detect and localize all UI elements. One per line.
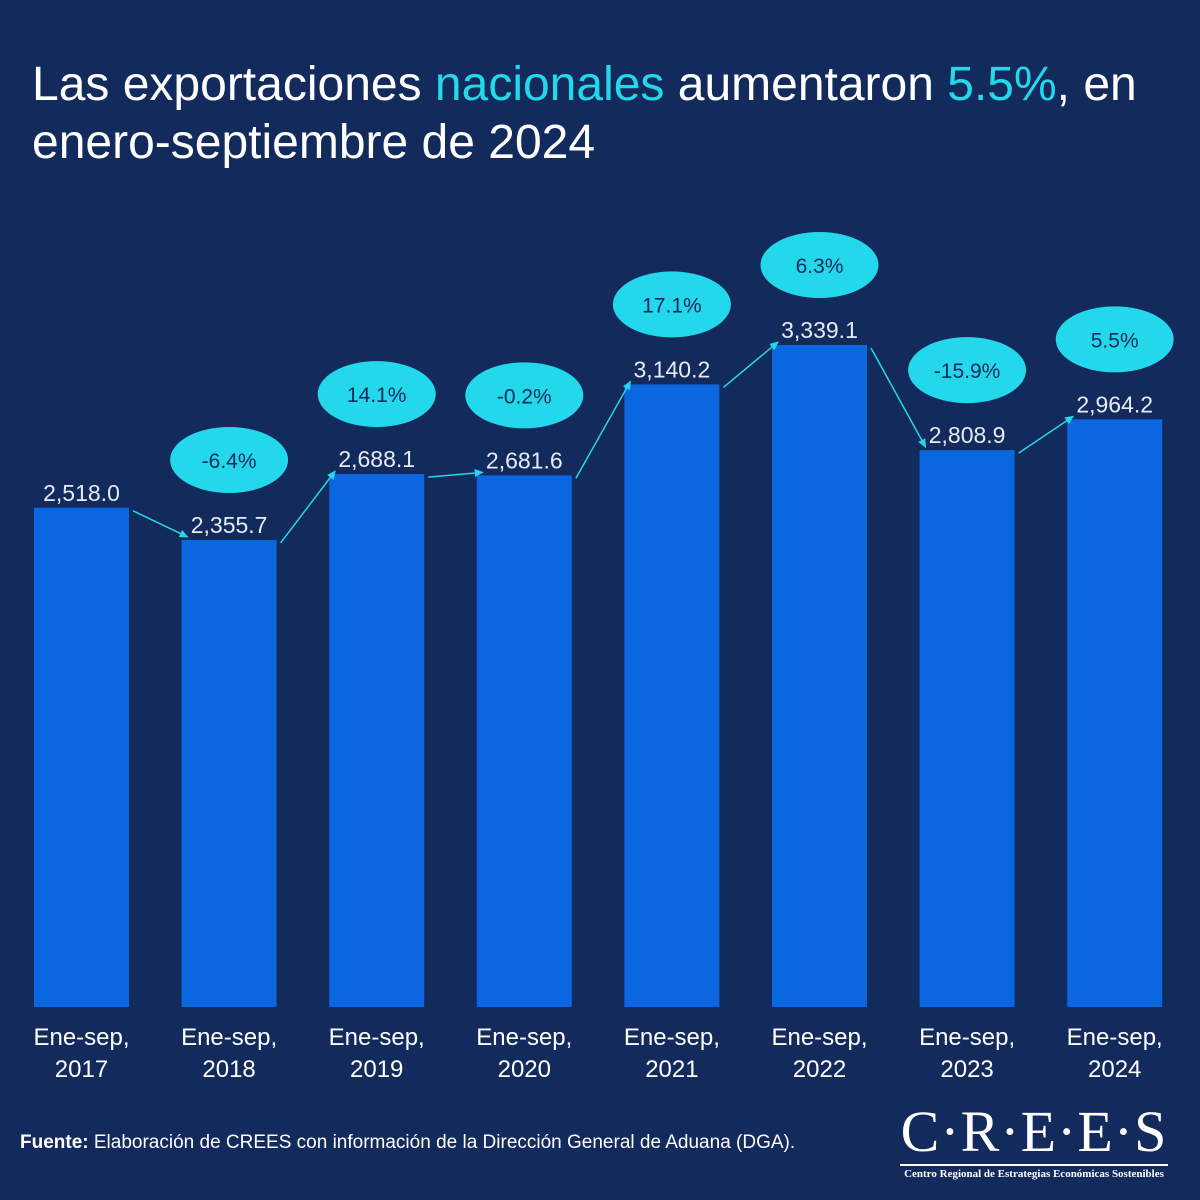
value-label-2019: 2,688.1 <box>338 446 415 472</box>
value-label-2023: 2,808.9 <box>929 422 1006 448</box>
value-label-2024: 2,964.2 <box>1076 391 1153 417</box>
bar-2024 <box>1067 419 1163 1008</box>
source-note: Fuente: Elaboración de CREES con informa… <box>20 1132 795 1154</box>
logo-divider <box>900 1164 1168 1166</box>
category-label-2018-line-1: Ene-sep, <box>181 1024 277 1051</box>
source-label: Fuente: <box>20 1132 89 1153</box>
category-label-2017-line-1: Ene-sep, <box>33 1024 129 1051</box>
growth-label-2024: 5.5% <box>1091 329 1139 352</box>
bar-2023 <box>919 450 1015 1008</box>
growth-arrow-2020 <box>428 469 484 478</box>
logo-wordmark: C·R·E·E·S <box>900 1099 1168 1164</box>
growth-bubble-2022 <box>760 232 879 298</box>
growth-label-2019: 14.1% <box>347 384 407 407</box>
growth-arrow-2023 <box>870 347 927 448</box>
category-label-2024-line-2: 2024 <box>1088 1056 1141 1083</box>
bar-2017 <box>34 507 129 1007</box>
bar-2018 <box>181 539 277 1007</box>
growth-label-2018: -6.4% <box>202 450 257 473</box>
title-part-3: , en enero-septiembre de 2024 <box>32 58 1137 169</box>
growth-bubbles-layer: -6.4% 14.1% -0.2% 17.1% 6.3% -15.9% 5.5% <box>170 232 1174 493</box>
growth-label-2023: -15.9% <box>934 360 1001 383</box>
category-label-2022-line-2: 2022 <box>793 1056 846 1083</box>
value-label-2018: 2,355.7 <box>191 512 268 538</box>
bar-2019 <box>329 474 425 1007</box>
growth-arrow-2021 <box>575 380 632 479</box>
value-label-2020: 2,681.6 <box>486 447 563 473</box>
category-label-2019-line-1: Ene-sep, <box>329 1024 425 1051</box>
growth-bubble-2023 <box>908 337 1027 404</box>
category-label-2017-line-2: 2017 <box>55 1056 108 1083</box>
value-labels-layer: 2,518.0 2,355.7 2,688.1 2,681.6 3,140.2 3,339… <box>43 317 1153 538</box>
category-label-2021-line-1: Ene-sep, <box>624 1024 720 1051</box>
growth-bubble-2020 <box>465 362 584 429</box>
category-label-2020-line-2: 2020 <box>498 1056 551 1083</box>
category-label-2022-line-1: Ene-sep, <box>771 1024 867 1051</box>
title-highlight-nacionales: nacionales <box>434 58 665 111</box>
growth-bubble-2024 <box>1055 306 1174 373</box>
category-label-2019-line-2: 2019 <box>350 1056 403 1083</box>
title-highlight-percent: 5.5% <box>947 58 1057 111</box>
value-label-2017: 2,518.0 <box>43 480 120 506</box>
bar-2022 <box>772 345 867 1007</box>
bars-layer <box>34 345 1163 1008</box>
growth-bubble-2019 <box>317 361 436 428</box>
category-label-2023-line-1: Ene-sep, <box>919 1024 1015 1051</box>
crees-logo: C·R·E·E·S Centro Regional de Estrategias… <box>900 1100 1190 1200</box>
value-label-2021: 3,140.2 <box>634 356 711 382</box>
source-text: Elaboración de CREES con información de … <box>88 1132 796 1153</box>
chart-title: Las exportaciones nacionales aumentaron … <box>32 56 1162 172</box>
growth-arrow-2024 <box>1018 415 1075 454</box>
bar-2021 <box>624 384 720 1007</box>
growth-bubble-2021 <box>612 271 731 338</box>
growth-arrow-2018 <box>132 510 189 538</box>
growth-label-2021: 17.1% <box>642 294 702 317</box>
title-part-2: aumentaron <box>664 58 948 111</box>
growth-arrows-layer <box>132 341 1075 544</box>
category-label-2023-line-2: 2023 <box>940 1056 993 1083</box>
growth-bubble-2018 <box>170 426 289 493</box>
category-label-2024-line-1: Ene-sep, <box>1067 1024 1163 1051</box>
category-labels-layer: Ene-sep, 2017 Ene-sep, 2018 Ene-sep, 2019 Ene-… <box>33 1024 1162 1083</box>
category-label-2021-line-2: 2021 <box>645 1056 698 1083</box>
bar-chart: -6.4% 14.1% -0.2% 17.1% 6.3% -15.9% 5.5% 2,518… <box>33 232 1174 1083</box>
logo-subtitle: Centro Regional de Estrategias Económica… <box>904 1168 1164 1180</box>
growth-arrow-2019 <box>280 470 336 544</box>
title-part-1: Las exportaciones <box>32 58 435 111</box>
category-label-2020-line-1: Ene-sep, <box>476 1024 572 1051</box>
growth-label-2022: 6.3% <box>796 255 844 278</box>
growth-label-2020: -0.2% <box>497 385 552 408</box>
bar-2020 <box>476 475 572 1007</box>
growth-arrow-2022 <box>722 341 779 389</box>
value-label-2022: 3,339.1 <box>781 317 858 343</box>
category-label-2018-line-2: 2018 <box>202 1056 255 1083</box>
